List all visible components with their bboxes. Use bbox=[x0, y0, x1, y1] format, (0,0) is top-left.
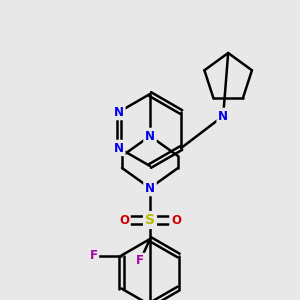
Text: N: N bbox=[145, 130, 155, 142]
Text: O: O bbox=[171, 214, 181, 226]
Text: N: N bbox=[114, 142, 124, 154]
Text: F: F bbox=[89, 249, 98, 262]
Text: F: F bbox=[136, 254, 144, 268]
Text: S: S bbox=[145, 213, 155, 227]
Text: N: N bbox=[114, 106, 124, 118]
Text: N: N bbox=[145, 182, 155, 194]
Text: O: O bbox=[119, 214, 129, 226]
Text: N: N bbox=[218, 110, 228, 122]
